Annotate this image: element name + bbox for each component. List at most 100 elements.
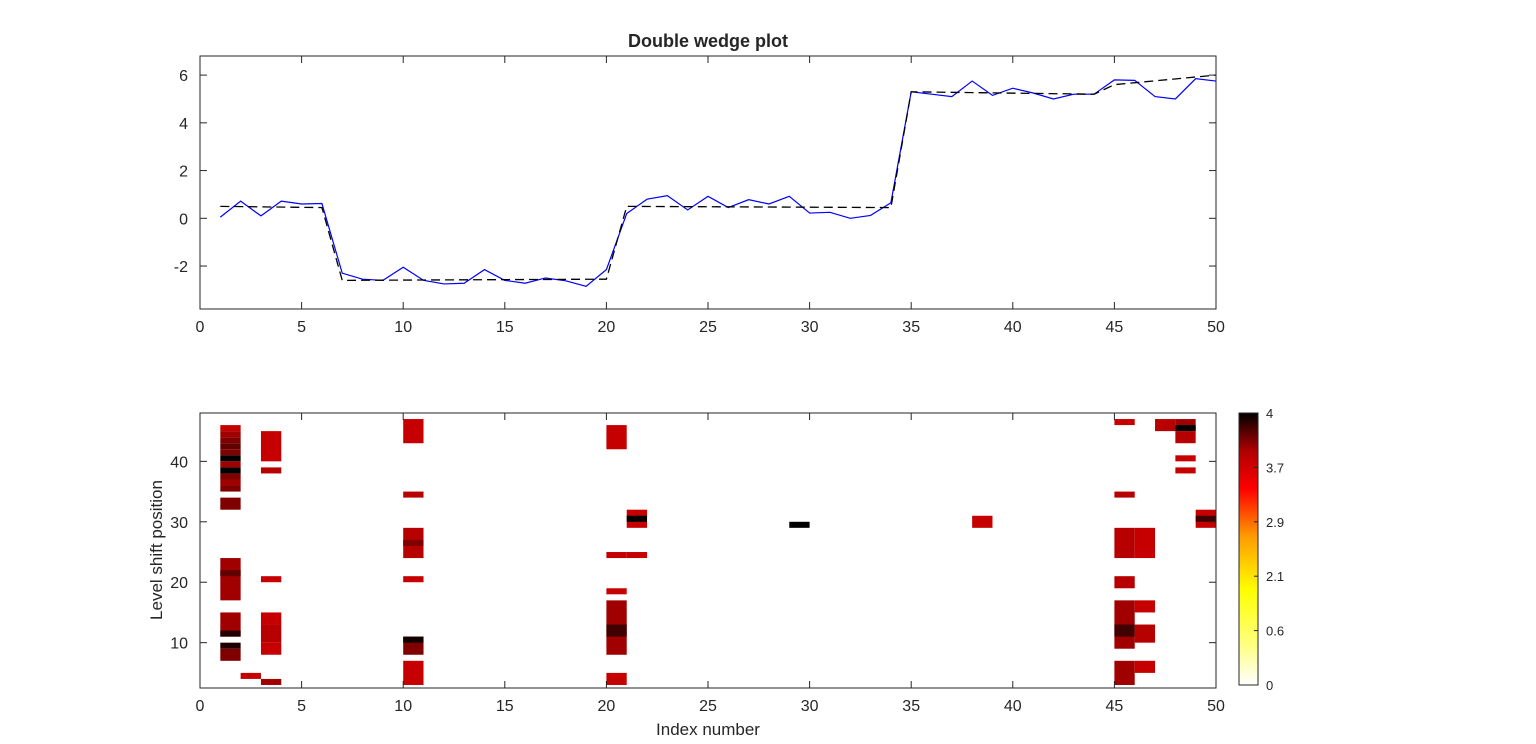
y-tick-label: 0 [179,211,188,228]
heatmap-cell [260,642,282,655]
x-tick-label: 35 [902,698,920,715]
heatmap-cell [1175,425,1196,432]
line-plot-axes: Double wedge plot 0 5 10 15 20 25 30 35 40 45 50 -2… [174,31,1225,336]
heatmap-cell [606,552,627,559]
colorbar-tick-label: 2.9 [1266,515,1284,530]
heatmap-cell [260,678,282,685]
heatmap-cell [606,672,627,685]
x-tick-label: 0 [196,698,205,715]
heatmap-frame [199,412,1217,689]
colorbar: 0 0.6 2.1 2.9 3.7 4 [1238,406,1284,693]
heatmap-cell [1114,419,1135,426]
colorbar-tick-label: 2.1 [1266,569,1284,584]
heatmap-cell [220,461,241,468]
heatmap-cell [789,521,810,528]
heatmap-ticks: 0 5 10 15 20 25 30 35 40 45 50 10 20 30 40 [170,413,1225,715]
heatmap-cell [1114,624,1135,637]
colorbar-tick-label: 0 [1266,678,1273,693]
heatmap-cell [220,570,241,577]
heatmap-cell [626,515,648,522]
x-tick-label: 45 [1106,698,1124,715]
heatmap-cell [1175,455,1196,462]
heatmap-x-axis-label: Index number [656,720,760,739]
x-tick-label: 50 [1207,698,1225,715]
colorbar-tick-label: 3.7 [1266,460,1284,475]
heatmap-cell [403,636,424,643]
y-tick-label: 6 [179,68,188,85]
y-tick-label: 10 [170,636,188,653]
x-tick-label: 20 [598,319,616,336]
heatmap-cell [260,576,282,583]
heatmap-cell [240,672,261,679]
heatmap-cell [403,491,424,498]
heatmap-cell [220,449,241,456]
heatmap-cell [626,552,648,559]
y-tick-label: 4 [179,116,188,133]
heatmap-cell [1114,491,1135,498]
y-tick-label: 20 [170,575,188,592]
colorbar-tick-label: 0.6 [1266,624,1284,639]
x-tick-label: 10 [394,698,412,715]
x-tick-label: 25 [699,319,717,336]
x-tick-label: 25 [699,698,717,715]
heatmap-cell [220,497,241,510]
x-tick-label: 45 [1106,319,1124,336]
heatmap-cell [220,431,241,438]
heatmap-cell [403,419,424,444]
heatmap-cell [1155,419,1176,432]
line-plot-title: Double wedge plot [628,31,788,51]
line-plot-series [219,74,1217,287]
heatmap-cell [260,431,282,462]
colorbar-tick-label: 4 [1266,406,1273,421]
heatmap-cell [220,455,241,462]
x-tick-label: 15 [496,698,514,715]
heatmap-cell [260,467,282,474]
y-tick-label: 40 [170,454,188,471]
x-tick-label: 15 [496,319,514,336]
heatmap-cell [220,485,241,492]
x-tick-label: 35 [902,319,920,336]
y-tick-label: 30 [170,515,188,532]
heatmap-cell [220,642,241,649]
heatmap-cell [220,648,241,661]
heatmap-cell [1114,660,1135,685]
heatmap-cell [1114,600,1135,649]
heatmap-cell [403,576,424,583]
x-tick-label: 5 [297,319,306,336]
heatmap-y-axis-label: Level shift position [147,480,166,620]
heatmap-cell [1195,515,1216,522]
heatmap-cell [1175,431,1196,444]
heatmap-cell [606,588,627,595]
line-plot-ticks: 0 5 10 15 20 25 30 35 40 45 50 -2 0 2 4 6 [174,56,1225,336]
line-plot-frame [199,55,1217,310]
heatmap-cell [606,425,627,450]
heatmap-cell [972,515,993,528]
x-tick-label: 30 [801,319,819,336]
heatmap-cell [220,437,241,444]
heatmap-cell [1114,576,1135,589]
x-tick-label: 50 [1207,319,1225,336]
y-tick-label: -2 [174,259,188,276]
heatmap-cell [1134,527,1156,559]
x-tick-label: 10 [394,319,412,336]
heatmap-cell [1134,624,1156,643]
heatmap-cell [1114,527,1135,559]
heatmap-cell [220,558,241,601]
heatmap-cell [403,660,424,685]
x-tick-label: 40 [1004,319,1022,336]
heatmap-cell [606,624,627,637]
heatmap-cell [403,539,424,546]
colorbar-gradient [1238,412,1259,686]
heatmap-cell [260,624,282,643]
heatmap-cell [1175,467,1196,474]
heatmap-background [200,413,1216,688]
colorbar-ticks: 0 0.6 2.1 2.9 3.7 4 [1254,406,1284,693]
x-tick-label: 5 [297,698,306,715]
heatmap-cell [220,425,241,432]
line-plot-background [200,56,1216,309]
heatmap-cell [220,479,241,486]
y-tick-label: 2 [179,164,188,181]
x-tick-label: 20 [598,698,616,715]
heatmap-cell [1134,600,1156,613]
x-tick-label: 40 [1004,698,1022,715]
